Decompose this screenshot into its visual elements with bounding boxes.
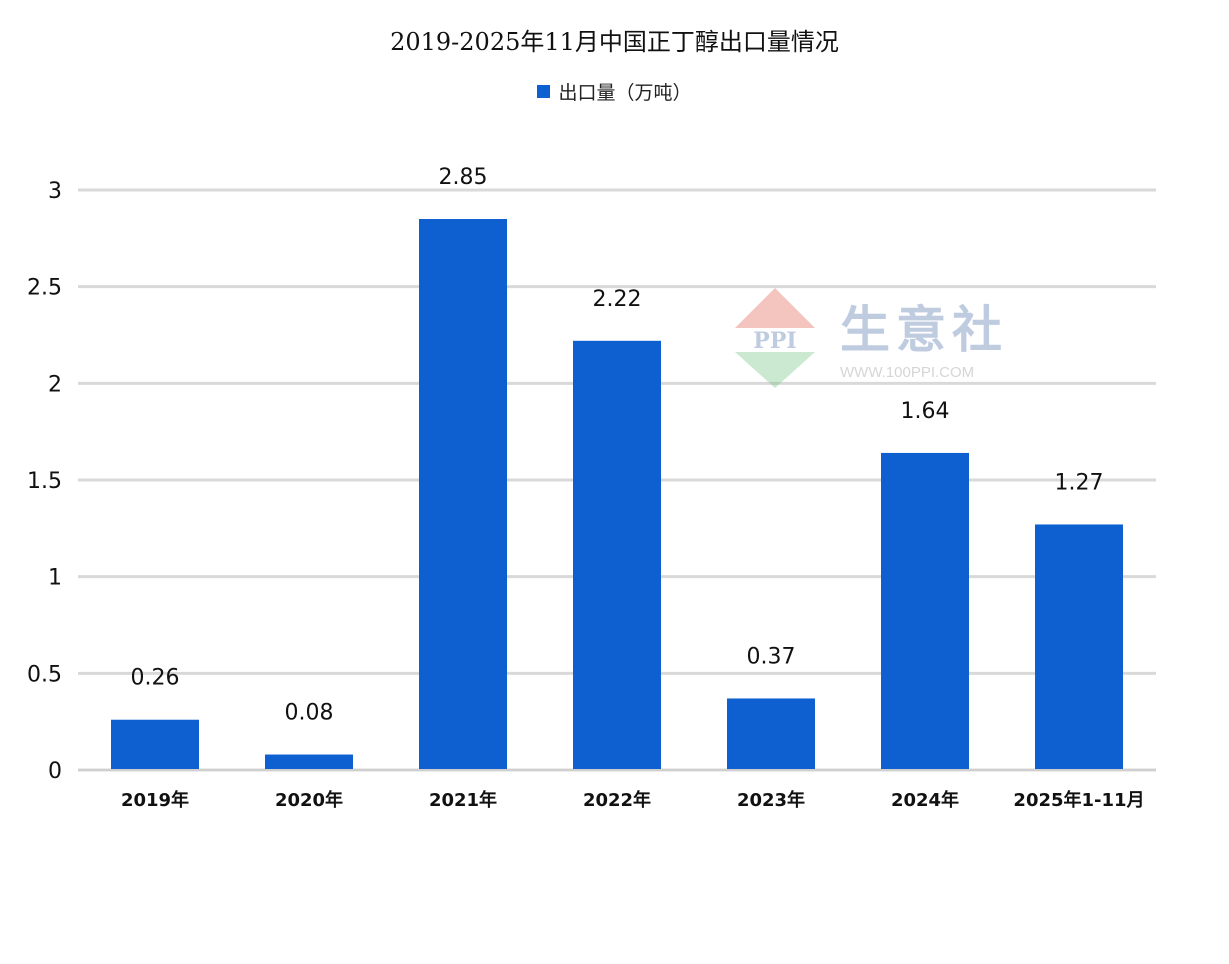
chart-title: 2019-2025年11月中国正丁醇出口量情况: [390, 28, 839, 56]
legend: 出口量（万吨）: [0, 78, 1229, 105]
y-tick-label: 0: [48, 759, 62, 784]
data-label-1: 0.08: [285, 701, 334, 726]
bar-0: [111, 719, 199, 770]
data-label-3: 2.22: [593, 287, 642, 312]
labels-layer: 0.26 2019年 0.08 2020年 2.85 2021年 2.22 2022年 0.37…: [121, 165, 1145, 811]
y-tick-label: 2: [48, 372, 62, 397]
data-label-0: 0.26: [131, 666, 180, 691]
x-tick-label-5: 2024年: [891, 789, 959, 811]
bar-1: [265, 754, 353, 770]
bar-2: [419, 219, 507, 770]
watermark: PPI 生意社 WWW.100PPI.COM: [730, 288, 1050, 393]
ppi-logo-text: PPI: [753, 328, 796, 354]
data-label-5: 1.64: [901, 399, 950, 424]
data-label-6: 1.27: [1055, 470, 1104, 495]
data-label-2: 2.85: [439, 165, 488, 190]
x-tick-label-3: 2022年: [583, 789, 651, 811]
bar-3: [573, 340, 661, 770]
bar-6: [1035, 524, 1123, 770]
bars-layer: [78, 219, 1156, 771]
x-tick-label-6: 2025年1-11月: [1013, 789, 1144, 811]
bar-5: [881, 452, 969, 770]
y-tick-label: 1: [48, 566, 62, 591]
bar-4: [727, 698, 815, 770]
y-tick-label: 3: [48, 179, 62, 204]
y-tick-label: 1.5: [27, 469, 62, 494]
x-tick-label-1: 2020年: [275, 789, 343, 811]
x-tick-label-4: 2023年: [737, 789, 805, 811]
watermark-url: WWW.100PPI.COM: [840, 364, 975, 381]
legend-label: 出口量（万吨）: [558, 82, 692, 104]
watermark-brand: 生意社: [840, 301, 1008, 359]
legend-swatch: [537, 85, 551, 98]
y-tick-label: 2.5: [27, 276, 62, 301]
x-tick-label-0: 2019年: [121, 789, 189, 811]
x-tick-label-2: 2021年: [429, 789, 497, 811]
y-tick-label: 0.5: [27, 662, 62, 687]
ppi-logo-icon: PPI: [735, 288, 815, 388]
data-label-4: 0.37: [747, 644, 796, 669]
